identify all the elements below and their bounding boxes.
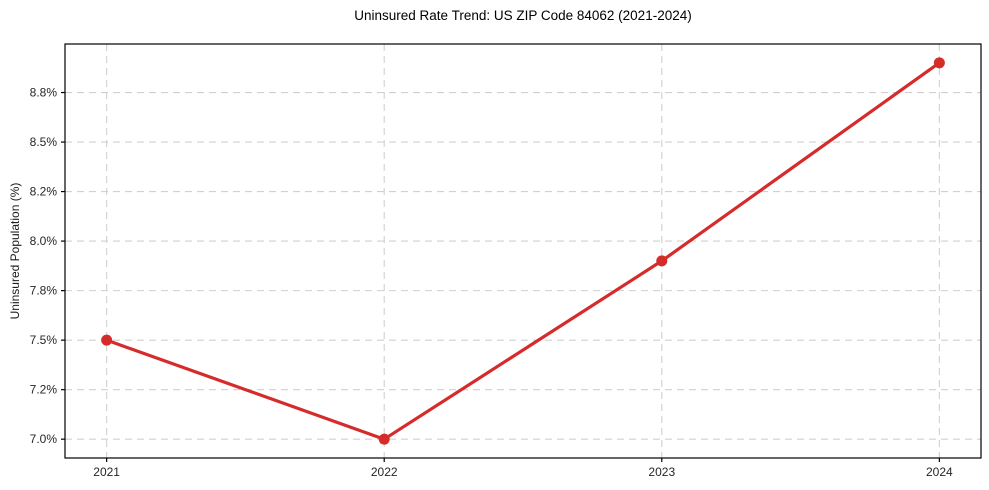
- data-point-marker: [933, 57, 945, 69]
- y-tick-label: 7.2%: [30, 383, 58, 397]
- x-tick-label: 2021: [93, 465, 120, 479]
- y-tick-label: 8.0%: [30, 234, 58, 248]
- y-tick-label: 7.8%: [30, 284, 58, 298]
- y-tick-label: 8.8%: [30, 86, 58, 100]
- trend-line: [105, 61, 941, 441]
- y-tick-label: 8.5%: [30, 135, 58, 149]
- y-tick-label: 7.0%: [30, 432, 58, 446]
- y-tick-label: 7.5%: [30, 333, 58, 347]
- data-point-marker: [101, 334, 113, 346]
- data-point-marker: [656, 255, 668, 267]
- x-tick-label: 2022: [371, 465, 398, 479]
- y-tick-label: 8.2%: [30, 185, 58, 199]
- x-tick-label: 2024: [926, 465, 953, 479]
- data-point-marker: [378, 433, 390, 445]
- x-tick-label: 2023: [648, 465, 675, 479]
- chart-title: Uninsured Rate Trend: US ZIP Code 84062 …: [354, 8, 692, 23]
- plot-border: [64, 43, 982, 459]
